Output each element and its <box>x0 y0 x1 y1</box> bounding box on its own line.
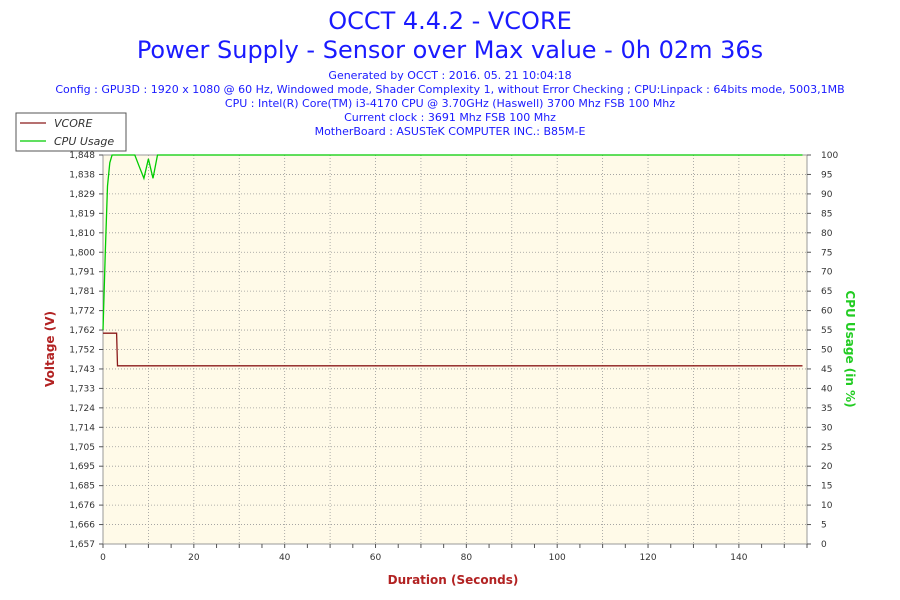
y-tick-label: 1,752 <box>69 346 95 356</box>
x-axis-label: Duration (Seconds) <box>388 573 519 587</box>
y2-tick-label: 20 <box>821 462 833 472</box>
y-tick-label: 1,772 <box>69 307 95 317</box>
y-tick-label: 1,666 <box>69 521 95 531</box>
x-tick-label: 20 <box>188 553 200 563</box>
y2-tick-label: 50 <box>821 346 833 356</box>
y2-tick-label: 25 <box>821 443 832 453</box>
chart-subtitle: Power Supply - Sensor over Max value - 0… <box>136 36 764 64</box>
y-axis-label: Voltage (V) <box>43 311 57 387</box>
x-tick-label: 60 <box>370 553 382 563</box>
y-tick-label: 1,762 <box>69 326 95 336</box>
y2-tick-label: 70 <box>821 268 833 278</box>
y-tick-label: 1,781 <box>69 287 95 297</box>
y2-tick-label: 55 <box>821 326 832 336</box>
chart-title: OCCT 4.4.2 - VCORE <box>328 7 572 35</box>
y-tick-label: 1,829 <box>69 190 95 200</box>
y2-tick-label: 75 <box>821 248 832 258</box>
info-config: Config : GPU3D : 1920 x 1080 @ 60 Hz, Wi… <box>55 83 845 96</box>
series-group <box>102 154 803 367</box>
y2-tick-label: 85 <box>821 209 832 219</box>
axes: 0 20 40 60 80 100 120 1401,8481,8381,8291,8191,… <box>69 151 838 563</box>
y-tick-label: 1,800 <box>69 248 95 258</box>
y-tick-label: 1,838 <box>69 170 95 180</box>
y-tick-label: 1,705 <box>69 443 95 453</box>
y2-tick-label: 40 <box>821 384 833 394</box>
y2-tick-label: 90 <box>821 190 833 200</box>
y-tick-label: 1,676 <box>69 501 95 511</box>
y2-tick-label: 80 <box>821 229 833 239</box>
legend-label-vcore: VCORE <box>54 117 93 130</box>
series-line-cpu-usage <box>102 154 803 331</box>
y-tick-label: 1,791 <box>69 268 95 278</box>
y2-tick-label: 35 <box>821 404 832 414</box>
y2-tick-label: 65 <box>821 287 832 297</box>
x-tick-label: 100 <box>549 553 566 563</box>
y2-tick-label: 45 <box>821 365 832 375</box>
x-tick-label: 140 <box>730 553 747 563</box>
x-tick-label: 40 <box>279 553 291 563</box>
legend-box <box>15 112 127 152</box>
y-tick-label: 1,743 <box>69 365 95 375</box>
y-tick-label: 1,685 <box>69 482 95 492</box>
y-tick-label: 1,714 <box>69 423 95 433</box>
y-tick-label: 1,657 <box>69 540 95 550</box>
y2-axis-label: CPU Usage (in %) <box>843 290 857 407</box>
y2-tick-label: 15 <box>821 482 832 492</box>
series-line-vcore <box>103 332 803 367</box>
y-tick-label: 1,695 <box>69 462 95 472</box>
y-tick-label: 1,848 <box>69 151 95 161</box>
info-cpu: CPU : Intel(R) Core(TM) i3-4170 CPU @ 3.… <box>224 97 676 110</box>
y2-tick-label: 60 <box>821 307 833 317</box>
y2-tick-label: 0 <box>821 540 827 550</box>
legend: VCORE CPU Usage <box>15 112 127 152</box>
info-generated: Generated by OCCT : 2016. 05. 21 10:04:1… <box>328 69 572 82</box>
y2-tick-label: 10 <box>821 501 833 511</box>
y-tick-label: 1,819 <box>69 209 95 219</box>
grid <box>103 155 807 544</box>
info-motherboard: MotherBoard : ASUSTeK COMPUTER INC.: B85… <box>314 125 586 138</box>
y-tick-label: 1,810 <box>69 229 95 239</box>
y2-tick-label: 5 <box>821 521 827 531</box>
y-tick-label: 1,724 <box>69 404 95 414</box>
x-tick-label: 80 <box>461 553 473 563</box>
y-tick-label: 1,733 <box>69 384 95 394</box>
info-current-clock: Current clock : 3691 Mhz FSB 100 Mhz <box>344 111 556 124</box>
y2-tick-label: 100 <box>821 151 838 161</box>
x-tick-label: 120 <box>639 553 656 563</box>
y2-tick-label: 30 <box>821 423 833 433</box>
y2-tick-label: 95 <box>821 170 832 180</box>
x-tick-label: 0 <box>100 553 106 563</box>
legend-label-cpu-usage: CPU Usage <box>54 135 114 148</box>
